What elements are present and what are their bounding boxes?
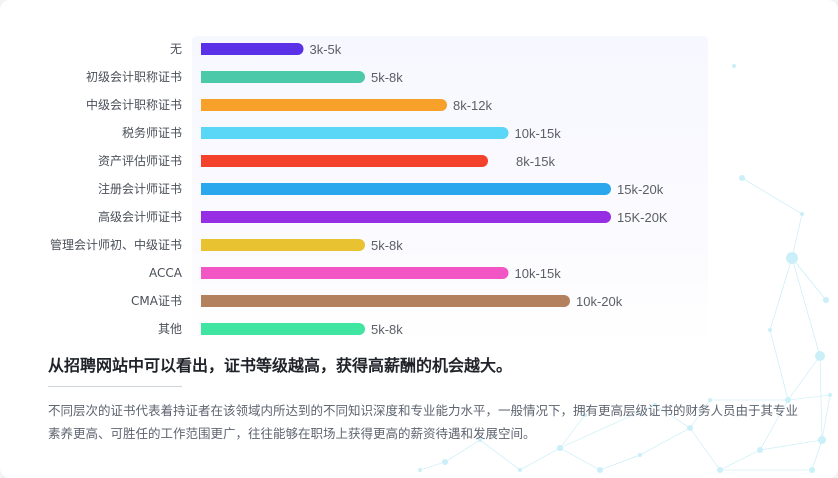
value-label-row-1: 5k-8k — [371, 70, 403, 85]
category-label-row-8: ACCA — [149, 266, 183, 280]
bar-row-2 — [201, 99, 447, 111]
bar-start-row-3 — [201, 127, 213, 139]
bar-start-row-6 — [201, 211, 213, 223]
category-label-row-6: 高级会计师证书 — [98, 209, 182, 224]
category-label-row-1: 初级会计职称证书 — [86, 70, 182, 84]
bar-row-7 — [201, 239, 365, 251]
category-label-row-3: 税务师证书 — [122, 125, 182, 140]
headline-divider — [48, 386, 182, 387]
bar-start-row-8 — [201, 267, 213, 279]
bar-start-row-7 — [201, 239, 213, 251]
bar-start-row-4 — [201, 155, 213, 167]
bar-row-9 — [201, 295, 570, 307]
bar-row-0 — [201, 43, 304, 55]
value-label-row-10: 5k-8k — [371, 322, 403, 337]
bar-row-10 — [201, 323, 365, 335]
category-label-row-9: CMA证书 — [131, 294, 182, 308]
bar-start-row-9 — [201, 295, 213, 307]
value-label-row-7: 5k-8k — [371, 238, 403, 253]
category-label-row-7: 管理会计师初、中级证书 — [50, 237, 182, 252]
body-paragraph: 不同层次的证书代表着持证者在该领域内所达到的不同知识深度和专业能力水平，一般情况… — [48, 403, 799, 441]
value-label-row-9: 10k-20k — [576, 294, 623, 309]
value-label-row-6: 15K-20K — [617, 210, 668, 225]
value-label-row-3: 10k-15k — [515, 126, 562, 141]
category-label-row-2: 中级会计职称证书 — [86, 97, 182, 112]
bar-row-8 — [201, 267, 509, 279]
category-label-row-5: 注册会计师证书 — [98, 181, 182, 196]
headline: 从招聘网站中可以看出，证书等级越高，获得高薪酬的机会越大。 — [48, 356, 513, 375]
bar-row-5 — [201, 183, 611, 195]
bar-start-row-2 — [201, 99, 213, 111]
value-label-row-4: 8k-15k — [516, 154, 556, 169]
category-label-row-10: 其他 — [158, 322, 182, 336]
bar-row-4 — [201, 155, 488, 167]
value-label-row-5: 15k-20k — [617, 182, 664, 197]
value-label-row-0: 3k-5k — [310, 42, 342, 57]
value-label-row-2: 8k-12k — [453, 98, 493, 113]
bar-start-row-5 — [201, 183, 213, 195]
bar-row-6 — [201, 211, 611, 223]
bar-start-row-1 — [201, 71, 213, 83]
bar-row-3 — [201, 127, 509, 139]
bar-start-row-0 — [201, 43, 213, 55]
category-label-row-4: 资产评估师证书 — [98, 154, 182, 168]
bar-row-1 — [201, 71, 365, 83]
value-label-row-8: 10k-15k — [515, 266, 562, 281]
bar-start-row-10 — [201, 323, 213, 335]
category-label-row-0: 无 — [170, 42, 182, 56]
